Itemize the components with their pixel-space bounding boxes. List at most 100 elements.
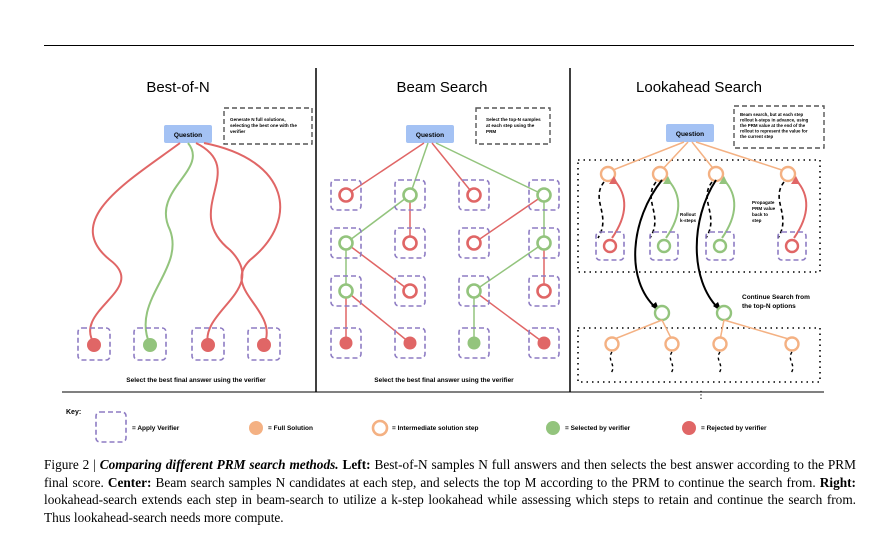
lookahead-continue-region xyxy=(577,327,821,383)
verifier-box xyxy=(528,275,560,307)
note-line-5: the current step xyxy=(740,134,773,139)
lookahead-search-title: Lookahead Search xyxy=(636,79,762,96)
verifier-box xyxy=(777,231,807,261)
note-box-best-of-n: Generate N full solutions, selecting the… xyxy=(223,107,313,145)
verifier-box xyxy=(77,327,111,361)
question-box-beam: Question xyxy=(406,125,454,143)
svg-text:Continue Search from: Continue Search from xyxy=(742,294,810,301)
key-item-label: = Selected by verifier xyxy=(565,425,631,432)
intermediate-node xyxy=(707,165,725,183)
continue-rollout-dashes xyxy=(609,351,794,375)
continue-arrows xyxy=(634,179,719,309)
question-box-best-of-n: Question xyxy=(164,125,212,143)
rejected-node xyxy=(402,235,418,251)
rejected-node xyxy=(87,338,101,352)
intermediate-step-icon xyxy=(371,419,389,437)
question-box-lookahead: Question xyxy=(666,124,714,142)
verifier-box xyxy=(458,227,490,259)
verifier-box xyxy=(595,231,625,261)
note-line-2: selecting the best one with the xyxy=(230,123,297,128)
beam-nodes xyxy=(330,179,560,359)
rejected-node xyxy=(338,187,354,203)
rejected-node xyxy=(536,283,552,299)
key-item-label: = Rejected by verifier xyxy=(701,425,767,432)
rejected-node xyxy=(602,238,618,254)
selected-node xyxy=(536,235,552,251)
figure-number: Figure 2 xyxy=(44,457,90,472)
caption-right-text: lookahead-search extends each step in be… xyxy=(44,492,856,525)
note-line-3: PRM xyxy=(486,129,496,134)
verifier-box xyxy=(330,179,362,211)
rejected-node xyxy=(403,336,417,350)
caption-left-label: Left: xyxy=(342,457,371,472)
verifier-box xyxy=(394,327,426,359)
figure-caption: Figure 2 | Comparing different PRM searc… xyxy=(44,456,856,526)
caption-left-text: Best-of-N samples N full answers and the… xyxy=(44,457,856,490)
rejected-node xyxy=(402,283,418,299)
top-rule xyxy=(44,45,854,46)
svg-text:k-steps: k-steps xyxy=(680,218,697,223)
selected-node xyxy=(143,338,157,352)
continuation-ellipsis-icon: ⋮ xyxy=(696,390,706,401)
selected-node xyxy=(656,238,672,254)
rejected-node xyxy=(466,235,482,251)
best-of-n-leaves xyxy=(77,327,281,361)
note-line-4: rollout to represent the value for xyxy=(740,129,808,134)
caption-right-label: Right: xyxy=(819,474,856,490)
intermediate-node xyxy=(779,165,797,183)
rejected-node xyxy=(466,187,482,203)
verifier-box xyxy=(247,327,281,361)
caption-separator: | xyxy=(89,457,100,472)
lookahead-propagate-arrows xyxy=(611,179,808,239)
lookahead-top-edges xyxy=(607,141,789,173)
caption-center-text: Beam search samples N candidates at each… xyxy=(151,474,820,490)
prm-search-diagram: Best-of-N Beam Search Lookahead Search Q… xyxy=(62,68,825,443)
intermediate-node xyxy=(651,165,669,183)
verifier-box xyxy=(133,327,167,361)
selected-node xyxy=(338,283,354,299)
rejected-node xyxy=(784,238,800,254)
continue-nodes xyxy=(604,336,800,352)
selected-node xyxy=(715,304,733,322)
selected-node xyxy=(467,336,481,350)
intermediate-node xyxy=(599,165,617,183)
verifier-box xyxy=(394,227,426,259)
note-box-beam: Select the top-N samples at each step us… xyxy=(475,107,551,145)
verifier-box xyxy=(458,327,490,359)
selected-icon xyxy=(546,421,560,435)
verifier-box xyxy=(330,227,362,259)
verifier-box xyxy=(458,275,490,307)
svg-text:step: step xyxy=(752,218,762,223)
svg-text:Rollout: Rollout xyxy=(680,212,696,217)
svg-text:Propagate: Propagate xyxy=(752,200,775,205)
intermediate-node xyxy=(604,336,620,352)
best-of-n-title: Best-of-N xyxy=(146,79,209,96)
svg-text:the top-N options: the top-N options xyxy=(742,303,796,310)
verifier-box xyxy=(528,327,560,359)
key-item-label: = Intermediate solution step xyxy=(392,425,479,432)
continue-edges xyxy=(611,319,793,341)
rejected-node xyxy=(537,336,551,350)
verifier-box xyxy=(394,275,426,307)
verifier-box-icon xyxy=(95,411,127,443)
selected-node xyxy=(402,187,418,203)
intermediate-node xyxy=(712,336,728,352)
key-rejected: = Rejected by verifier xyxy=(682,421,767,435)
verifier-box xyxy=(649,231,679,261)
rollout-label: Rollout k-steps xyxy=(680,212,697,223)
beam-search-title: Beam Search xyxy=(397,79,488,96)
note-line-2: at each step using the xyxy=(486,123,535,128)
note-line-1: Generate N full solutions, xyxy=(230,117,286,122)
verifier-box xyxy=(394,179,426,211)
rejected-node xyxy=(201,338,215,352)
lookahead-rollout-verifiers xyxy=(595,231,807,261)
propagate-label: Propagate PRM value back to step xyxy=(752,200,776,223)
question-label: Question xyxy=(416,132,444,139)
verifier-box xyxy=(528,179,560,211)
key-intermediate-step: = Intermediate solution step xyxy=(371,419,479,437)
beam-bottom-label: Select the best final answer using the v… xyxy=(374,377,514,384)
key-full-solution: = Full Solution xyxy=(249,421,313,435)
selected-node xyxy=(536,187,552,203)
verifier-box xyxy=(705,231,735,261)
